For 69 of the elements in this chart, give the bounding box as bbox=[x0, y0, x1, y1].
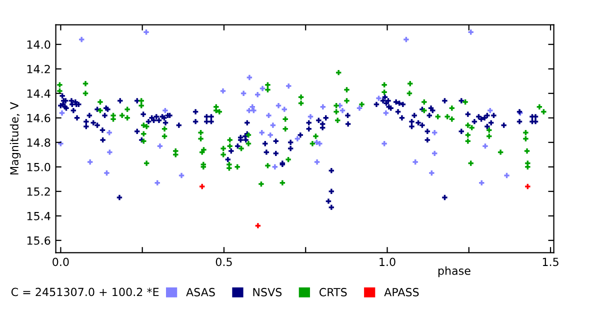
point bbox=[340, 108, 346, 114]
point bbox=[429, 170, 434, 176]
y-tick-label: 14.8 bbox=[27, 138, 50, 147]
point bbox=[79, 36, 84, 42]
y-tick-label: 15.6 bbox=[27, 236, 50, 245]
text: C = 2451307.0 + 100.2 *E bbox=[11, 288, 159, 296]
legend-label: APASS bbox=[384, 288, 419, 296]
point bbox=[314, 159, 320, 165]
point bbox=[383, 110, 389, 116]
point bbox=[240, 90, 246, 96]
point bbox=[162, 108, 168, 114]
y-tick-label: 14.2 bbox=[27, 64, 50, 74]
point bbox=[317, 141, 322, 146]
point bbox=[157, 143, 163, 149]
legend-label: ASAS bbox=[186, 288, 215, 296]
point bbox=[255, 223, 261, 228]
point bbox=[260, 86, 266, 92]
point bbox=[266, 112, 272, 118]
point bbox=[255, 92, 260, 98]
point bbox=[104, 170, 110, 176]
point bbox=[251, 108, 256, 114]
point bbox=[282, 106, 287, 112]
point bbox=[220, 88, 226, 94]
point bbox=[482, 143, 488, 149]
point bbox=[432, 130, 438, 136]
y-tick-label: 14.4 bbox=[27, 90, 50, 98]
point bbox=[504, 172, 510, 178]
point bbox=[404, 36, 409, 42]
point bbox=[59, 110, 65, 116]
y-tick-label: 15.4 bbox=[27, 212, 50, 220]
point bbox=[412, 159, 418, 165]
point bbox=[106, 130, 112, 136]
y-tick-label: 15.2 bbox=[27, 187, 50, 196]
point bbox=[154, 180, 160, 186]
x-tick-label: 0.5 bbox=[216, 258, 232, 266]
point bbox=[308, 114, 314, 120]
y-tick-label: 14.0 bbox=[27, 40, 50, 49]
point bbox=[250, 104, 255, 110]
point bbox=[286, 83, 292, 89]
x-tick-label: 1.5 bbox=[542, 258, 558, 266]
point bbox=[320, 104, 326, 110]
point bbox=[270, 122, 276, 128]
x-tick-label: 0.0 bbox=[52, 258, 69, 266]
legend-label: NSVS bbox=[253, 288, 282, 296]
point bbox=[200, 184, 205, 190]
point bbox=[87, 159, 93, 165]
point bbox=[488, 108, 493, 114]
point bbox=[246, 108, 252, 114]
point bbox=[356, 106, 362, 111]
point bbox=[382, 141, 387, 146]
y-tick-label: 14.6 bbox=[27, 114, 50, 122]
point bbox=[376, 96, 382, 101]
point bbox=[479, 180, 484, 186]
point bbox=[432, 150, 438, 156]
point bbox=[268, 132, 273, 138]
point bbox=[259, 130, 264, 136]
point bbox=[272, 164, 278, 170]
x-axis-title: phase bbox=[438, 266, 470, 278]
legend-label: CRTS bbox=[319, 288, 347, 296]
point bbox=[525, 184, 530, 190]
y-axis-title: Magnitude, V bbox=[10, 102, 21, 174]
point bbox=[276, 103, 282, 108]
point bbox=[144, 30, 149, 35]
point bbox=[178, 172, 184, 178]
y-tick-label: 15.0 bbox=[27, 162, 50, 172]
x-tick-label: 1.0 bbox=[380, 258, 396, 266]
point bbox=[246, 74, 252, 80]
point bbox=[107, 150, 112, 155]
point bbox=[294, 136, 300, 142]
